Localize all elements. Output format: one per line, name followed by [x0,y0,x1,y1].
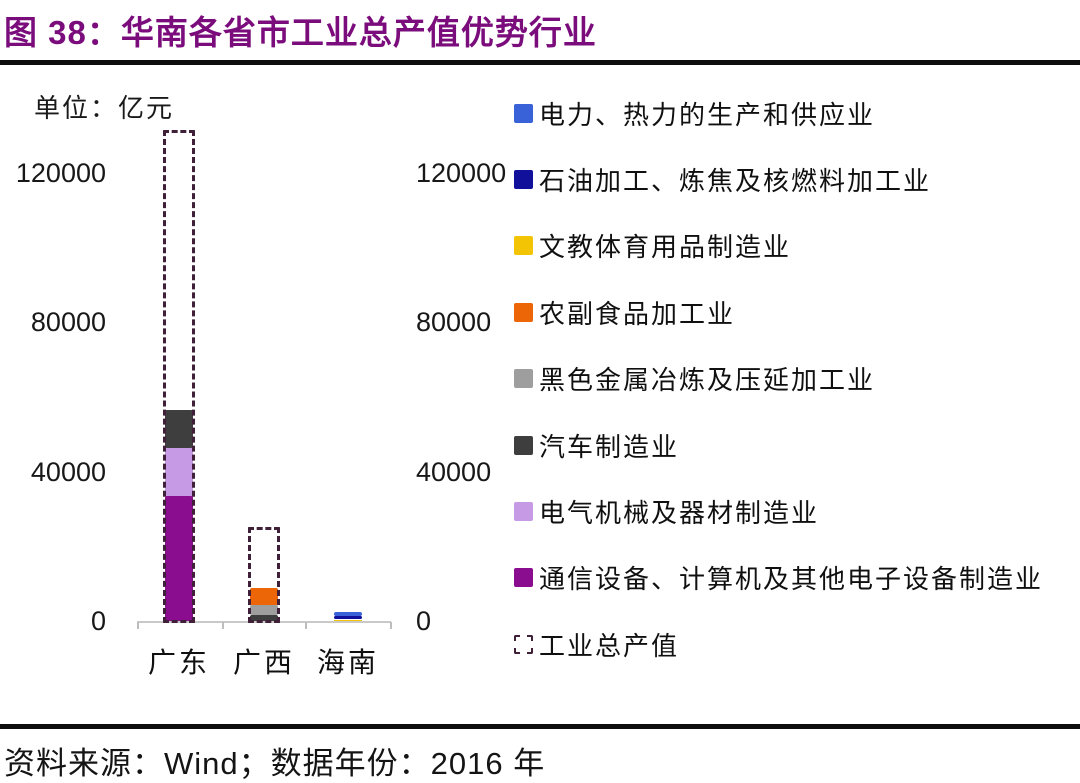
legend-item: 工业总产值 [514,627,679,661]
legend-item: 黑色金属冶炼及压延加工业 [514,362,875,396]
x-axis-tick [305,622,307,629]
bar-segment [165,447,193,497]
legend-label: 黑色金属冶炼及压延加工业 [539,365,876,396]
legend-label: 石油加工、炼焦及核燃料加工业 [539,165,932,196]
bar-segment [334,615,362,620]
legend-label: 工业总产值 [539,630,680,661]
bar-segment [250,605,278,615]
source-note: 资料来源：Wind；数据年份：2016 年 [4,746,546,781]
bar-segment [334,612,362,616]
legend-label: 汽车制造业 [539,431,680,462]
bar-segment [334,619,362,621]
legend-item: 通信设备、计算机及其他电子设备制造业 [514,561,1043,595]
legend-swatch-icon [514,103,533,123]
legend-item: 电气机械及器材制造业 [514,494,819,528]
legend-swatch-icon [514,568,533,588]
y-tick-label-left: 120000 [15,158,106,189]
legend-label: 通信设备、计算机及其他电子设备制造业 [539,564,1044,595]
legend-label: 农副食品加工业 [539,298,736,329]
x-axis-label: 广西 [232,647,295,678]
x-axis-tick [222,622,224,629]
legend-swatch-icon [514,369,533,389]
footer-divider [0,724,1080,729]
legend-swatch-icon [514,435,533,455]
legend-item: 农副食品加工业 [514,295,735,329]
legend-item: 汽车制造业 [514,428,679,462]
legend-swatch-icon [514,302,533,322]
y-tick-label-right: 80000 [416,307,492,338]
y-tick-label-left: 0 [90,606,106,636]
y-tick-label-right: 120000 [416,158,507,189]
bar-segment [250,588,278,606]
bar-segment [250,614,278,621]
y-tick-label-right: 40000 [416,456,492,487]
legend-label: 文教体育用品制造业 [539,232,792,263]
legend-item: 电力、热力的生产和供应业 [514,96,875,130]
bar-segment [165,496,193,621]
x-axis-tick [137,622,139,629]
total-output-outline [163,130,195,623]
legend-label: 电力、热力的生产和供应业 [539,99,876,130]
legend-item: 文教体育用品制造业 [514,229,791,263]
y-tick-label-left: 80000 [30,307,106,338]
legend-swatch-dashed-icon [514,634,533,654]
x-axis-label: 广东 [147,647,210,678]
unit-label: 单位：亿元 [34,93,175,123]
legend-swatch-icon [514,236,533,256]
legend-item: 石油加工、炼焦及核燃料加工业 [514,162,931,196]
total-output-outline [248,526,280,623]
legend-label: 电气机械及器材制造业 [539,497,820,528]
x-axis-tick [390,622,392,629]
x-axis-label: 海南 [316,647,379,678]
title-divider [0,60,1080,65]
legend-swatch-icon [514,501,533,521]
figure-title: 图 38：华南各省市工业总产值优势行业 [4,14,597,51]
bar-segment [165,409,193,448]
legend-swatch-icon [514,169,533,189]
y-tick-label-left: 40000 [30,456,106,487]
y-tick-label-right: 0 [416,606,432,636]
